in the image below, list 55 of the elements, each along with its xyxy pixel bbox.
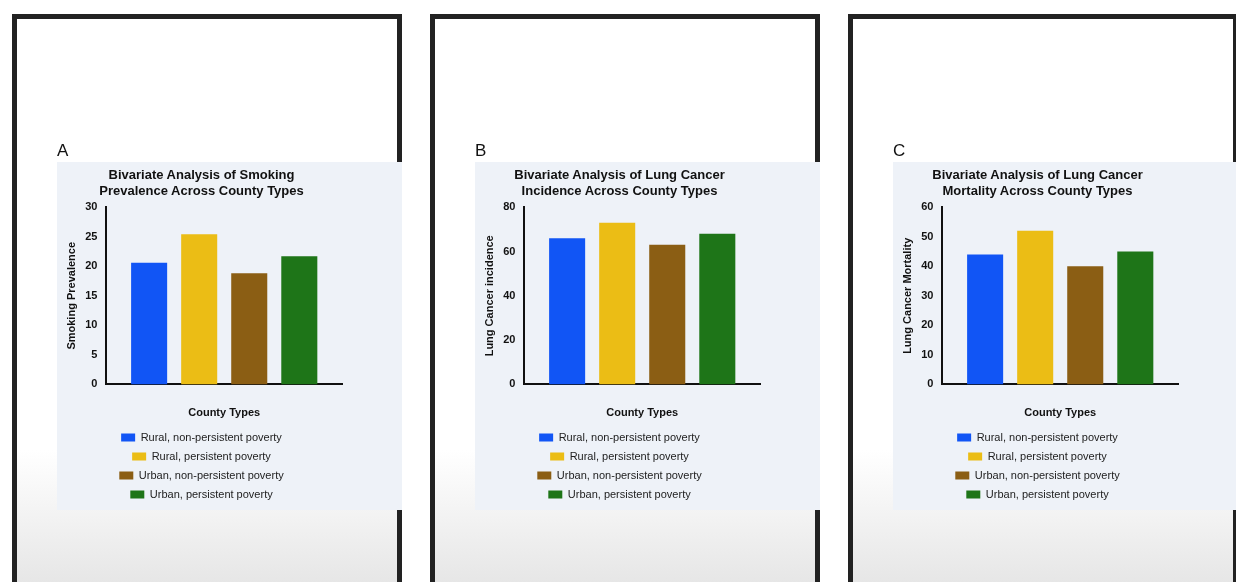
- bar: [1067, 266, 1104, 385]
- bar: [599, 222, 636, 385]
- legend-label: Urban, persistent poverty: [149, 487, 274, 500]
- y-tick-label: 20: [921, 318, 934, 331]
- legend-label: Rural, non-persistent poverty: [558, 430, 701, 443]
- legend-label: Rural, non-persistent poverty: [140, 430, 283, 443]
- y-tick-label: 10: [85, 318, 98, 331]
- x-axis-title: County Types: [188, 406, 261, 419]
- legend-label: Rural, persistent poverty: [569, 449, 690, 462]
- text: A: [57, 141, 69, 161]
- y-tick-label: 0: [509, 377, 516, 390]
- legend-label: Rural, non-persistent poverty: [976, 430, 1119, 443]
- y-tick-label: 60: [921, 200, 934, 213]
- y-tick-label: 15: [85, 288, 98, 301]
- chart-title: Bivariate Analysis of Lung Cancer Mortality Across County Types: [932, 167, 1143, 198]
- y-tick-label: 80: [503, 200, 516, 213]
- text: C: [893, 141, 906, 161]
- bar: [131, 262, 168, 385]
- x-axis-title: County Types: [606, 406, 679, 419]
- bar: [1017, 230, 1054, 385]
- bar: [281, 256, 318, 385]
- y-tick-label: 40: [503, 288, 516, 301]
- legend-label: Urban, persistent poverty: [567, 487, 692, 500]
- legend-label: Rural, persistent poverty: [151, 449, 272, 462]
- y-tick-label: 30: [85, 200, 98, 213]
- y-tick-label: 10: [921, 347, 934, 360]
- y-tick-label: 30: [921, 288, 934, 301]
- y-axis-title: Smoking Prevalence: [64, 242, 77, 350]
- legend-label: Urban, persistent poverty: [985, 487, 1110, 500]
- y-axis-title: Lung Cancer incidence: [482, 235, 495, 357]
- y-tick-label: 25: [85, 229, 98, 242]
- bar: [181, 234, 218, 385]
- chart-title: Bivariate Analysis of Smoking Prevalence Across County Types: [99, 167, 304, 198]
- bar: [1117, 251, 1154, 385]
- chart-title: Bivariate Analysis of Lung Cancer Incidence Across County Types: [514, 167, 725, 198]
- y-tick-label: 20: [503, 333, 516, 346]
- bar: [967, 254, 1004, 385]
- x-axis-title: County Types: [1024, 406, 1097, 419]
- y-tick-label: 40: [921, 259, 934, 272]
- legend-label: Urban, non-persistent poverty: [974, 468, 1121, 481]
- legend-label: Rural, persistent poverty: [987, 449, 1108, 462]
- y-axis-title: Lung Cancer Mortality: [900, 236, 913, 354]
- y-tick-label: 0: [927, 377, 934, 390]
- bar: [549, 238, 586, 385]
- bar: [231, 273, 268, 385]
- y-tick-label: 0: [91, 377, 98, 390]
- y-tick-label: 50: [921, 229, 934, 242]
- y-tick-label: 20: [85, 259, 98, 272]
- bar: [699, 233, 736, 385]
- legend-label: Urban, non-persistent poverty: [138, 468, 285, 481]
- text: B: [475, 141, 487, 161]
- bar: [649, 244, 686, 385]
- legend-label: Urban, non-persistent poverty: [556, 468, 703, 481]
- y-tick-label: 5: [91, 347, 98, 360]
- y-tick-label: 60: [503, 244, 516, 257]
